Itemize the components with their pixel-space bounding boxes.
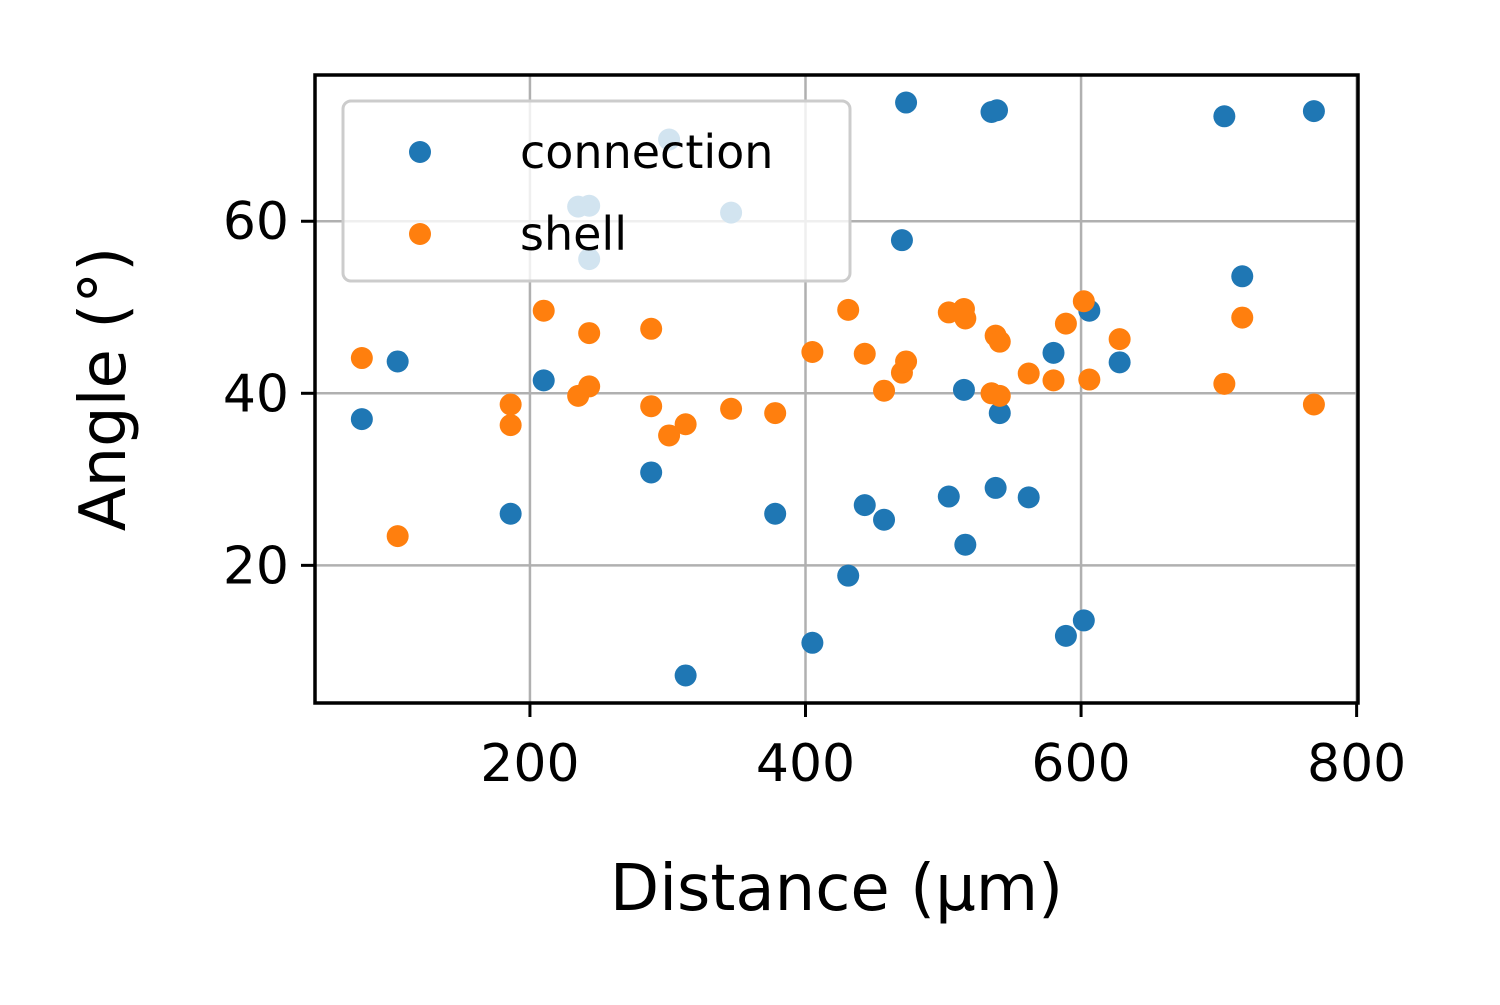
connection-point	[952, 378, 975, 401]
shell-point	[988, 384, 1011, 407]
connection-point	[1213, 105, 1236, 128]
shell-point	[1302, 393, 1325, 416]
y-tick-label: 60	[223, 192, 289, 252]
connection-point	[674, 664, 697, 687]
connection-point	[986, 99, 1009, 122]
shell-point	[658, 424, 681, 447]
connection-point	[1054, 624, 1077, 647]
connection-point	[1042, 341, 1065, 364]
axis-ticks: 200 400 600 800 20 40 60	[223, 192, 1406, 794]
legend-label-shell: shell	[520, 207, 627, 261]
shell-point	[1108, 328, 1131, 351]
connection-point	[1231, 265, 1254, 288]
connection-point	[801, 631, 824, 654]
shell-point	[674, 413, 697, 436]
connection-point	[954, 533, 977, 556]
plot-frame	[313, 73, 1360, 705]
shell-point	[1054, 312, 1077, 335]
shell-point	[1231, 306, 1254, 329]
connection-point	[1302, 100, 1325, 123]
x-tick-label: 200	[480, 734, 579, 794]
connection-point	[1017, 486, 1040, 509]
shell-point	[640, 395, 663, 418]
series-shell	[350, 290, 1325, 548]
shell-point	[988, 330, 1011, 353]
data-points	[350, 91, 1325, 687]
connection-point	[764, 502, 787, 525]
connection-point	[937, 485, 960, 508]
shell-point	[499, 393, 522, 416]
shell-point	[499, 414, 522, 437]
legend-marker-connection	[409, 141, 431, 163]
shell-point	[801, 341, 824, 364]
connection-point	[1108, 351, 1131, 374]
connection-point	[984, 476, 1007, 499]
connection-point	[1072, 609, 1095, 632]
shell-point	[532, 299, 555, 322]
shell-point	[578, 322, 601, 345]
shell-point	[1017, 362, 1040, 385]
shell-point	[640, 317, 663, 340]
shell-point	[1072, 290, 1095, 313]
legend-marker-shell	[409, 223, 431, 245]
shell-point	[837, 298, 860, 321]
connection-point	[853, 494, 876, 517]
legend-label-connection: connection	[520, 125, 773, 179]
x-tick-label: 600	[1031, 734, 1130, 794]
shell-point	[1078, 368, 1101, 391]
y-tick-label: 20	[223, 536, 289, 596]
y-tick-label: 40	[223, 364, 289, 424]
connection-point	[890, 229, 913, 252]
shell-point	[578, 375, 601, 398]
y-axis-title: Angle (°)	[67, 247, 141, 531]
x-tick-label: 400	[756, 734, 855, 794]
x-axis-title: Distance (µm)	[610, 852, 1063, 926]
shell-point	[1213, 372, 1236, 395]
shell-point	[764, 402, 787, 425]
connection-point	[988, 402, 1011, 425]
legend: connection shell	[341, 99, 852, 283]
connection-point	[873, 508, 896, 531]
connection-point	[499, 502, 522, 525]
x-tick-label: 800	[1307, 734, 1406, 794]
connection-point	[532, 369, 555, 392]
shell-point	[386, 525, 409, 548]
shell-point	[1042, 369, 1065, 392]
connection-point	[350, 408, 373, 431]
connection-point	[640, 461, 663, 484]
shell-point	[853, 342, 876, 365]
shell-point	[350, 347, 373, 370]
shell-point	[720, 397, 743, 420]
connection-point	[386, 350, 409, 373]
shell-point	[954, 307, 977, 330]
legend-box	[341, 99, 852, 283]
connection-point	[837, 564, 860, 587]
shell-point	[895, 350, 918, 373]
shell-point	[873, 379, 896, 402]
connection-point	[895, 91, 918, 114]
